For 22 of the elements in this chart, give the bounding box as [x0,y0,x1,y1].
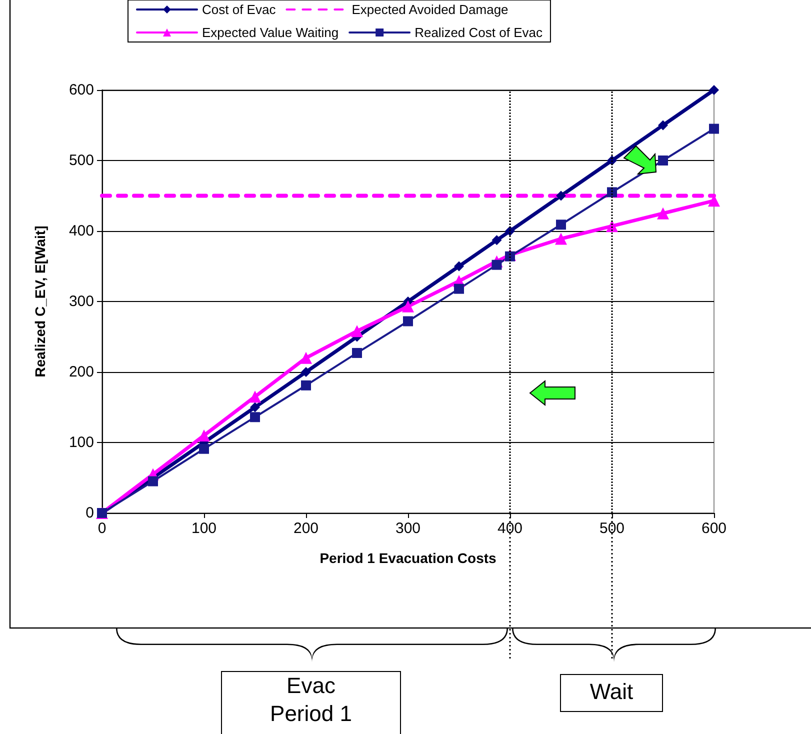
text: Evac Period 1 [221,671,401,734]
legend-label: Cost of Evac [202,2,276,17]
x-tick-label: 300 [395,520,421,537]
y-tick-label: 200 [68,364,94,380]
x-tick-label: 400 [497,520,523,537]
y-tick-label: 100 [68,434,94,451]
x-tick-label: 0 [98,520,106,537]
x-tick-label: 600 [701,520,727,537]
legend-label: Realized Cost of Evac [414,25,543,40]
y-tick-label: 0 [86,504,94,522]
text: Wait [560,674,663,712]
x-tick-label: 200 [293,520,319,537]
x-tick-label: 500 [599,520,625,537]
legend-label: Expected Avoided Damage [352,2,508,17]
y-axis-title: Realized C_EV, E[Wait] [32,226,48,378]
y-tick-label: 500 [68,152,94,169]
legend-label: Expected Value Waiting [202,25,339,40]
y-tick-label: 400 [68,222,94,240]
y-tick-label: 600 [68,82,94,98]
x-tick-label: 100 [191,520,217,537]
y-tick-label: 300 [68,293,94,310]
x-axis-title: Period 1 Evacuation Costs [320,550,497,566]
